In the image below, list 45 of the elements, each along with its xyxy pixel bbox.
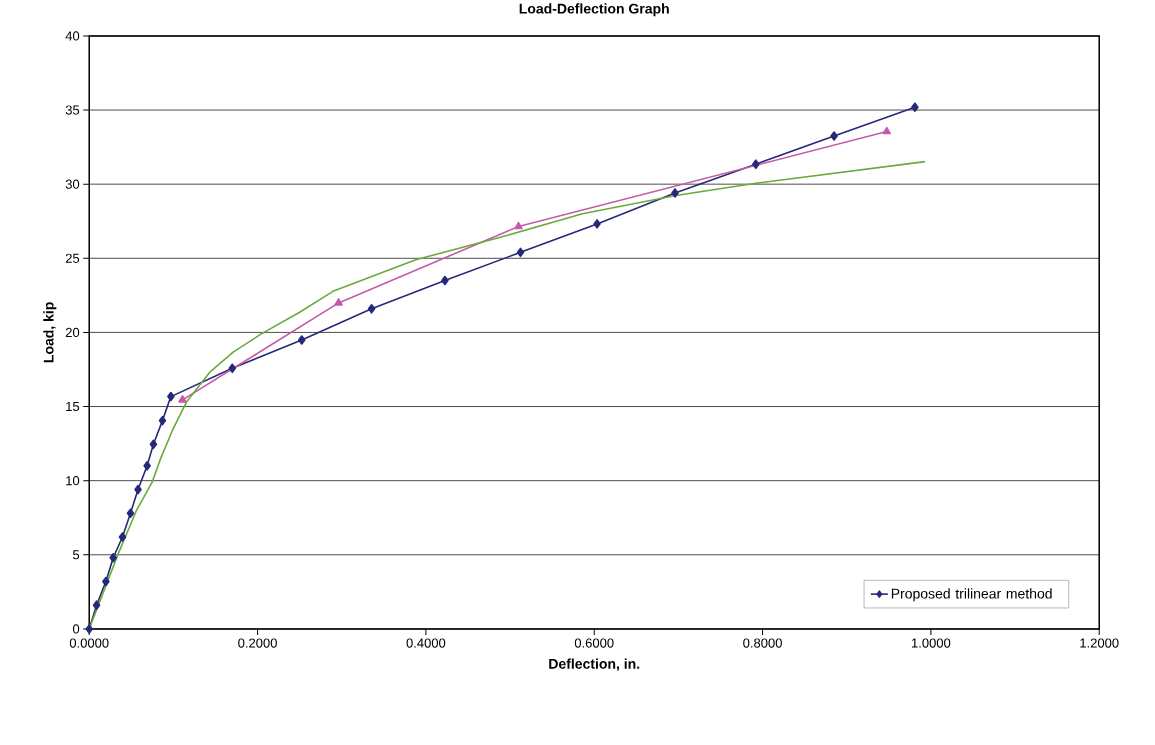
y-axis-title: Load, kip <box>43 302 57 363</box>
y-tick-label: 25 <box>65 253 80 264</box>
point <box>178 395 187 403</box>
point <box>297 335 306 345</box>
y-tick-label: 20 <box>65 328 80 338</box>
x-tick-label: 0.2000 <box>238 638 277 648</box>
point <box>367 304 376 314</box>
point <box>334 298 343 306</box>
point <box>830 131 838 141</box>
point <box>143 461 151 471</box>
point <box>441 275 449 286</box>
legend-label: Proposed trilinear method <box>891 588 1052 602</box>
x-tick-label: 1.0000 <box>911 638 951 648</box>
point <box>882 126 892 135</box>
point <box>149 439 158 450</box>
point <box>752 159 760 170</box>
y-tick-label: 40 <box>65 31 80 41</box>
y-tick-label: 0 <box>72 624 80 634</box>
point <box>109 553 118 563</box>
point <box>126 508 135 519</box>
point <box>118 532 127 543</box>
point <box>911 102 919 113</box>
point <box>514 221 523 230</box>
y-tick-label: 15 <box>66 402 80 412</box>
x-tick-label: 0.8000 <box>743 638 782 648</box>
x-axis-title: Deflection, in. <box>549 658 640 672</box>
x-tick-label: 0.6000 <box>574 638 614 648</box>
x-tick-label: 1.2000 <box>1080 638 1119 648</box>
point <box>516 247 525 258</box>
point <box>228 363 237 374</box>
x-tick-label: 0.4000 <box>406 638 446 648</box>
point <box>92 600 101 611</box>
y-tick-label: 30 <box>65 179 80 189</box>
y-tick-label: 35 <box>65 105 80 115</box>
point <box>158 416 167 426</box>
point <box>85 624 94 634</box>
x-tick-label: 0.0000 <box>69 638 109 648</box>
point <box>167 392 175 402</box>
point <box>134 484 142 495</box>
y-tick-label: 10 <box>66 476 80 486</box>
point <box>593 219 601 229</box>
point <box>102 576 110 587</box>
y-tick-label: 5 <box>72 550 80 560</box>
point <box>671 188 679 198</box>
chart-title: Load-Deflection Graph <box>519 3 669 17</box>
